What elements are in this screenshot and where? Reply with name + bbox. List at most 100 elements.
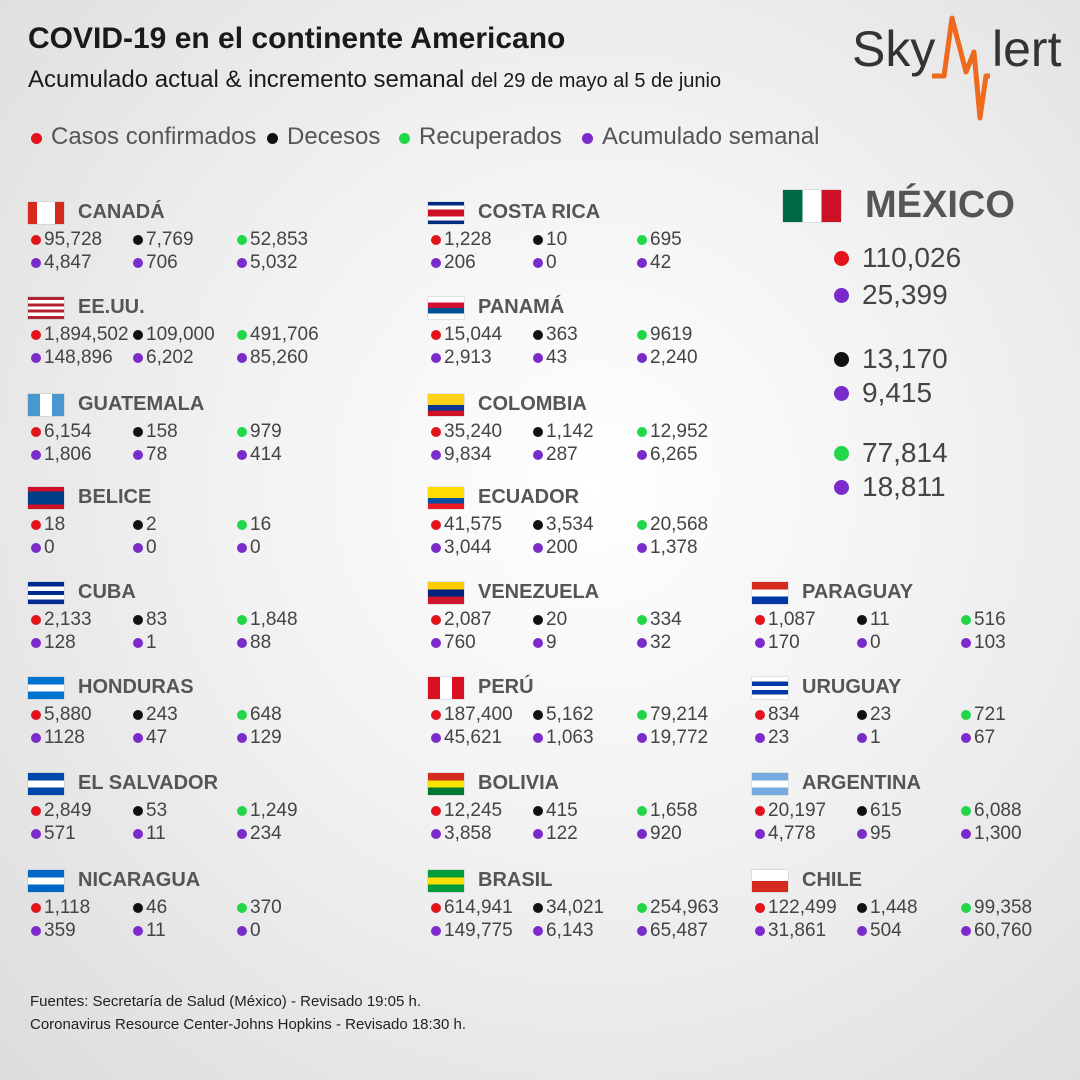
bullet	[533, 258, 543, 268]
bullet	[961, 710, 971, 720]
bullet	[533, 806, 543, 816]
bullet	[237, 615, 247, 625]
bullet	[431, 638, 441, 648]
flag	[752, 773, 788, 795]
stat-value: 6,088	[974, 800, 1022, 821]
bullet	[637, 520, 647, 530]
bullet	[637, 353, 647, 363]
bullet	[133, 710, 143, 720]
subtitle: Acumulado actual & incremento semanal	[28, 66, 465, 93]
bullet	[31, 926, 41, 936]
flag	[783, 190, 841, 222]
stat-value: 41,575	[444, 514, 503, 535]
bullet	[431, 829, 441, 839]
stat-value: 11	[146, 823, 166, 844]
country-name: ECUADOR	[478, 486, 580, 508]
bullet	[431, 615, 441, 625]
stat-value: 1,118	[44, 897, 91, 918]
stat-value: 12,245	[444, 800, 503, 821]
stat-value: 110,026	[862, 242, 962, 273]
flag	[28, 202, 64, 224]
stat-value: 148,896	[44, 347, 113, 368]
bullet	[133, 450, 143, 460]
country-name: VENEZUELA	[478, 581, 600, 603]
stat-value: 187,400	[444, 704, 513, 725]
stat-value: 23	[768, 727, 790, 748]
bullet	[857, 829, 867, 839]
bullet	[133, 903, 143, 913]
stat-value: 20,197	[768, 800, 827, 821]
flag	[28, 487, 64, 509]
stat-value: 170	[768, 632, 800, 653]
country-name: MÉXICO	[865, 184, 1015, 226]
bullet	[31, 450, 41, 460]
bullet	[533, 330, 543, 340]
bullet	[857, 806, 867, 816]
date-range: del 29 de mayo al 5 de junio	[470, 70, 722, 92]
stat-value: 11	[870, 609, 890, 630]
bullet	[533, 520, 543, 530]
country-name: BELICE	[78, 486, 152, 508]
stat-value: 5,162	[546, 704, 594, 725]
bullet	[533, 903, 543, 913]
stat-value: 2,133	[44, 609, 92, 630]
bullet	[637, 710, 647, 720]
bullet	[431, 330, 441, 340]
stat-value: 234	[250, 823, 282, 844]
stat-value: 46	[146, 897, 168, 918]
stat-value: 4,778	[768, 823, 816, 844]
bullet	[431, 710, 441, 720]
bullet	[637, 615, 647, 625]
bullet	[637, 806, 647, 816]
bullet	[398, 132, 410, 144]
stat-value: 7,769	[146, 229, 194, 250]
country-name: COLOMBIA	[478, 393, 587, 415]
bullet	[637, 733, 647, 743]
stat-value: 706	[146, 252, 178, 273]
flag	[28, 394, 64, 416]
country-name: BOLIVIA	[478, 772, 560, 794]
bullet	[30, 132, 42, 144]
stat-value: 19,772	[650, 727, 709, 748]
flag	[28, 582, 64, 604]
stat-value: 1,249	[250, 800, 298, 821]
stat-value: 122	[546, 823, 578, 844]
bullet	[533, 450, 543, 460]
bullet	[266, 132, 278, 144]
stat-value: 1,087	[768, 609, 816, 630]
bullet	[533, 235, 543, 245]
country-name: PERÚ	[478, 676, 534, 698]
bullet	[237, 806, 247, 816]
bullet	[31, 733, 41, 743]
bullet	[431, 427, 441, 437]
flag	[428, 487, 464, 509]
flag	[28, 870, 64, 892]
stat-value: 60,760	[974, 920, 1033, 941]
bullet	[755, 829, 765, 839]
bullet	[237, 353, 247, 363]
bullet	[237, 710, 247, 720]
bullet	[961, 615, 971, 625]
stat-value: 254,963	[650, 897, 719, 918]
bullet	[533, 926, 543, 936]
bullet	[237, 926, 247, 936]
bullet	[755, 638, 765, 648]
flag	[428, 582, 464, 604]
stat-value: 334	[650, 609, 682, 630]
bullet	[833, 351, 849, 367]
stat-value: 359	[44, 920, 76, 941]
stat-value: 6,265	[650, 444, 698, 465]
stat-value: 52,853	[250, 229, 309, 250]
bullet	[533, 733, 543, 743]
bullet	[431, 543, 441, 553]
bullet	[31, 235, 41, 245]
bullet	[637, 427, 647, 437]
bullet	[133, 258, 143, 268]
stat-value: 0	[250, 920, 261, 941]
stat-value: 834	[768, 704, 800, 725]
stat-value: 1,378	[650, 537, 698, 558]
bullet	[133, 806, 143, 816]
logo-left: Sky	[852, 21, 936, 77]
stat-value: 149,775	[444, 920, 513, 941]
stat-value: 648	[250, 704, 282, 725]
